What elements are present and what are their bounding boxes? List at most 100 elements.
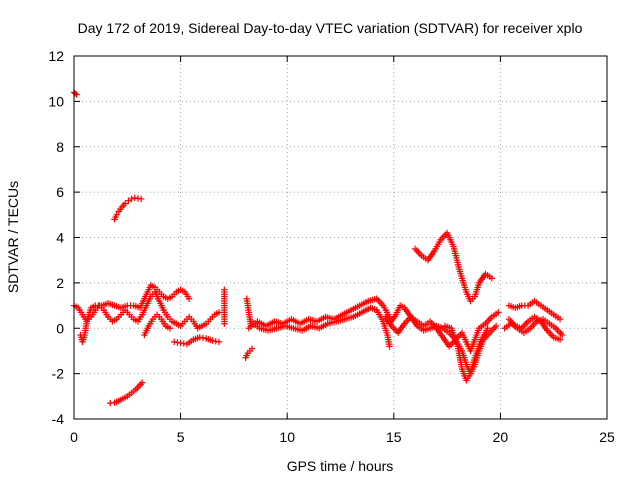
data-point — [115, 396, 125, 405]
data-point — [482, 315, 494, 327]
data-point — [315, 321, 329, 332]
x-tick-label: 25 — [599, 429, 615, 445]
y-tick-label: 4 — [56, 230, 64, 246]
data-point — [221, 315, 228, 327]
data-point — [392, 304, 403, 318]
data-point — [546, 320, 557, 330]
data-point — [448, 325, 461, 348]
data-point — [158, 315, 168, 327]
y-tick-label: -2 — [52, 366, 65, 382]
data-point — [288, 315, 302, 326]
data-point — [379, 302, 392, 318]
y-tick-label: 12 — [48, 48, 64, 64]
data-point — [126, 311, 135, 321]
data-point — [552, 325, 564, 337]
data-point — [168, 291, 178, 300]
data-point — [115, 205, 124, 215]
data-point — [168, 318, 178, 326]
data-point — [221, 288, 228, 298]
data-point — [100, 306, 110, 318]
data-point — [518, 302, 529, 309]
data-point — [367, 304, 378, 313]
data-point — [467, 338, 478, 355]
data-point — [109, 317, 118, 325]
data-point — [484, 325, 491, 332]
data-point — [524, 315, 536, 325]
data-point — [296, 317, 310, 327]
data-point — [211, 310, 221, 318]
data-point — [475, 322, 487, 332]
data-point — [75, 304, 85, 316]
data-point — [478, 327, 490, 343]
chart-title: Day 172 of 2019, Sidereal Day-to-day VTE… — [78, 20, 583, 36]
data-point — [418, 252, 429, 262]
data-point — [221, 286, 228, 293]
data-point — [347, 303, 361, 314]
data-point — [111, 213, 119, 223]
data-point — [141, 329, 149, 339]
data-point — [153, 311, 163, 321]
data-point — [382, 313, 394, 328]
x-tick-label: 15 — [386, 429, 402, 445]
x-tick-label: 20 — [493, 429, 509, 445]
data-point — [181, 288, 191, 300]
data-point — [396, 302, 406, 310]
data-point — [71, 90, 79, 97]
data-point — [463, 372, 473, 384]
data-point — [135, 381, 144, 390]
data-point — [147, 291, 157, 300]
data-point — [221, 309, 228, 321]
data-point — [414, 322, 425, 333]
data-point — [132, 384, 141, 393]
y-tick-label: 6 — [56, 184, 64, 200]
data-point — [247, 318, 261, 330]
data-point — [160, 306, 170, 318]
data-point — [514, 325, 525, 335]
data-point — [173, 287, 182, 296]
x-tick-label: 0 — [70, 429, 78, 445]
data-point — [242, 352, 250, 361]
data-point — [458, 329, 469, 343]
data-point — [194, 323, 203, 332]
data-point — [544, 306, 555, 317]
data-point — [539, 315, 551, 326]
data-point — [185, 313, 195, 323]
data-point — [113, 313, 122, 323]
data-point — [117, 303, 129, 312]
data-point — [104, 313, 114, 323]
data-point — [420, 325, 432, 334]
data-point — [209, 337, 219, 345]
data-point — [350, 310, 363, 321]
grid-lines — [74, 56, 607, 419]
data-point — [356, 298, 370, 309]
data-point — [134, 313, 145, 325]
x-tick-label: 5 — [177, 429, 185, 445]
data-point — [121, 306, 131, 316]
y-tick-label: 0 — [56, 320, 64, 336]
data-point — [407, 313, 419, 324]
data-point — [177, 286, 186, 295]
data-point — [339, 308, 353, 318]
data-point — [79, 311, 89, 323]
data-point — [196, 334, 207, 342]
data-point — [262, 319, 276, 330]
data-point — [431, 238, 443, 255]
data-point — [420, 319, 432, 330]
data-point — [164, 294, 174, 302]
data-point — [426, 323, 438, 332]
data-point — [379, 318, 390, 336]
data-point — [524, 299, 536, 309]
data-point — [151, 288, 162, 302]
data-point — [482, 270, 493, 281]
data-point — [166, 325, 174, 332]
data-point — [113, 211, 120, 219]
data-point — [111, 398, 120, 406]
data-point — [401, 304, 413, 319]
y-tick-label: 8 — [56, 139, 64, 155]
data-point — [254, 318, 267, 329]
data-point — [79, 334, 88, 346]
y-tick-label: 2 — [56, 275, 64, 291]
data-point — [119, 394, 129, 402]
data-point — [467, 356, 478, 377]
